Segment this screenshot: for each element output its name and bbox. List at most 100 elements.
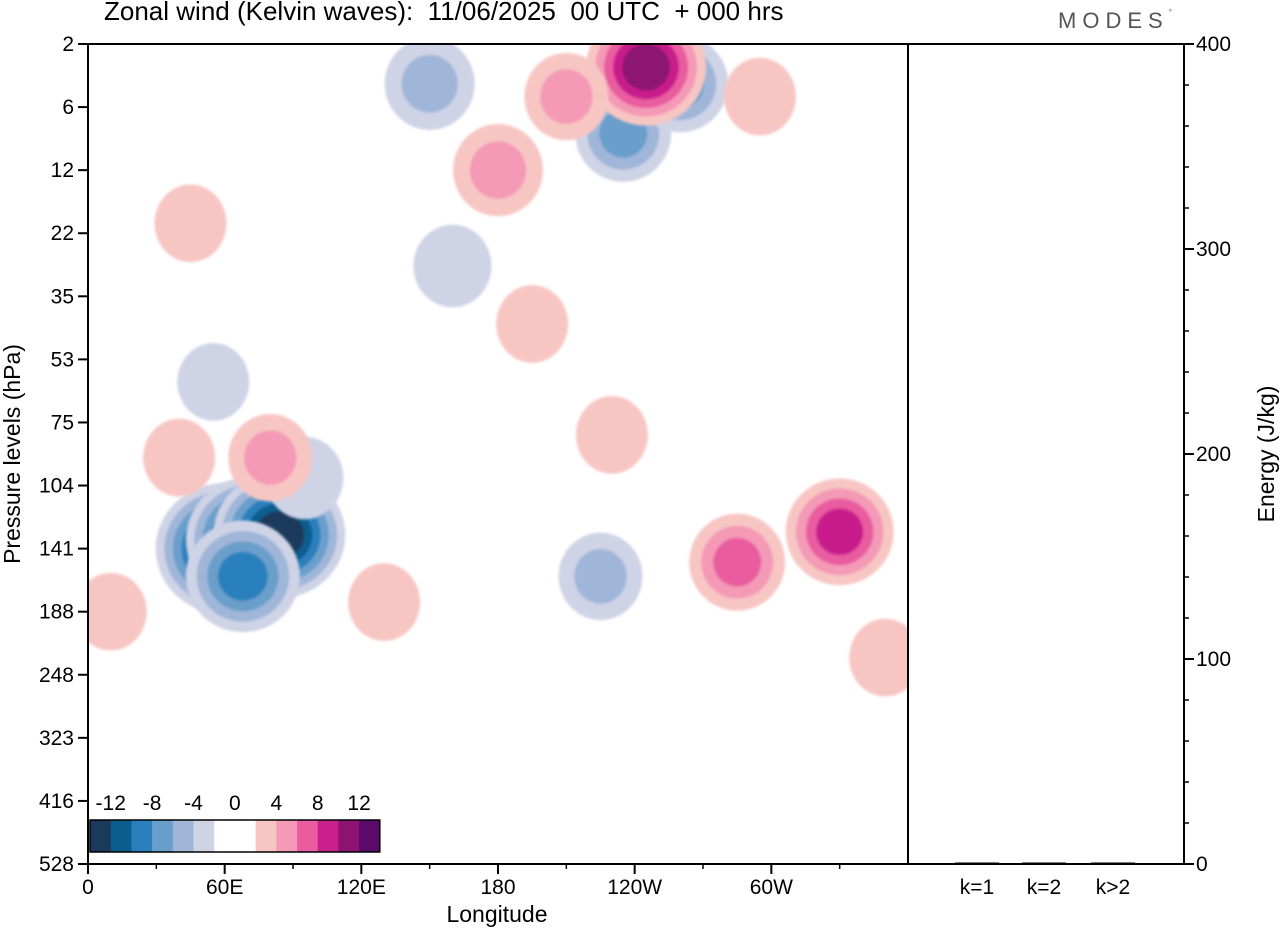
colorbar-swatch — [234, 820, 257, 852]
energy-category-label: k>2 — [1096, 876, 1130, 899]
contour-level — [713, 537, 762, 587]
colorbar-swatch — [276, 820, 298, 852]
energy-bars: k=1 k=2 k>2 — [955, 862, 1135, 899]
colorbar-label: 12 — [347, 792, 370, 815]
colorbar-swatch — [297, 820, 319, 852]
negative-anomaly — [413, 224, 492, 308]
x-tick-label: 60E — [206, 876, 243, 899]
colorbar-label: 0 — [229, 792, 241, 815]
contour-level — [154, 184, 227, 263]
colorbar-swatch — [172, 820, 194, 852]
y-tick-label: 528 — [39, 853, 74, 876]
contour-level — [413, 224, 492, 308]
positive-anomaly — [228, 413, 313, 502]
y-tick-label: 53 — [51, 348, 74, 371]
colorbar-swatch — [193, 820, 215, 852]
contour-level — [816, 508, 864, 556]
energy-tick-label: 400 — [1196, 33, 1231, 56]
positive-anomaly — [575, 396, 648, 474]
positive-anomaly — [689, 513, 786, 611]
colorbar-frame — [89, 819, 381, 853]
y-tick-label: 248 — [39, 664, 74, 687]
contour-level — [88, 572, 147, 651]
energy-frame — [907, 43, 1185, 865]
positive-anomaly — [524, 52, 609, 141]
hovmoller-field — [88, 44, 908, 697]
energy-bar — [1091, 862, 1135, 864]
y-tick-label: 75 — [51, 411, 74, 434]
negative-anomaly — [384, 44, 475, 130]
energy-tick-label: 0 — [1196, 853, 1208, 876]
colorbar-label: 4 — [270, 792, 282, 815]
colorbar-swatch — [131, 820, 153, 852]
y-axis-title: Pressure levels (hPa) — [0, 344, 25, 564]
x-tick-label: 120W — [607, 876, 662, 899]
colorbar-swatch — [152, 820, 174, 852]
contour-level — [217, 551, 268, 601]
positive-anomaly — [143, 418, 216, 497]
negative-anomaly — [558, 532, 643, 621]
contour-level — [849, 618, 908, 697]
contour-level — [496, 285, 569, 363]
y-tick-label: 416 — [39, 790, 74, 813]
x-tick-label: 60W — [750, 876, 793, 899]
contour-level — [401, 54, 458, 113]
colorbar-swatch — [338, 820, 360, 852]
y-tick-label: 323 — [39, 727, 74, 750]
colorbar-swatch — [255, 820, 277, 852]
x-axis: 0 60E 120E 180 120W 60W — [82, 864, 841, 899]
energy-bar — [955, 862, 999, 864]
energy-tick-label: 300 — [1196, 238, 1231, 261]
y-tick-label: 35 — [51, 285, 74, 308]
y-tick-label: 22 — [51, 222, 74, 245]
contour-level — [574, 549, 627, 604]
contour-level — [622, 44, 671, 91]
contour-level — [723, 57, 796, 136]
y-tick-label: 141 — [39, 538, 74, 561]
contour-level — [348, 563, 421, 642]
positive-anomaly — [849, 618, 908, 697]
page-title: Zonal wind (Kelvin waves): 11/06/2025 00… — [104, 0, 784, 26]
energy-tick-label: 100 — [1196, 648, 1231, 671]
energy-axis: 0 100 200 300 400 — [1184, 33, 1231, 876]
energy-axis-title: Energy (J/kg) — [1253, 386, 1279, 523]
contour-level — [469, 141, 527, 199]
y-axis: 2 6 12 22 35 53 75 104 141 188 248 323 416 528 — [39, 33, 88, 876]
brand-name: MODES — [1058, 8, 1169, 33]
positive-anomaly — [785, 478, 894, 586]
y-tick-label: 12 — [51, 159, 74, 182]
colorbar: -12 -8 -4 0 4 8 12 — [89, 792, 381, 853]
x-tick-label: 180 — [480, 876, 515, 899]
x-axis-title: Longitude — [446, 901, 547, 927]
y-tick-label: 6 — [62, 96, 74, 119]
y-tick-label: 104 — [39, 475, 74, 498]
positive-anomalies — [88, 44, 908, 697]
colorbar-label: -8 — [143, 792, 162, 815]
contour-level — [243, 430, 297, 485]
contour-level — [575, 396, 648, 474]
x-tick-label: 120E — [337, 876, 386, 899]
y-tick-label: 2 — [62, 33, 74, 56]
contour-level — [177, 343, 250, 421]
contour-level — [540, 69, 593, 124]
colorbar-swatch — [317, 820, 339, 852]
colorbar-swatch — [359, 820, 381, 852]
energy-bar — [1022, 862, 1066, 864]
positive-anomaly — [586, 44, 707, 126]
colorbar-label: -4 — [184, 792, 203, 815]
contour-level — [143, 418, 216, 497]
colorbar-swatch — [90, 820, 112, 852]
colorbar-label: -12 — [96, 792, 126, 815]
energy-category-label: k=1 — [960, 876, 994, 899]
negative-anomaly — [185, 520, 300, 633]
negative-anomaly — [177, 343, 250, 421]
colorbar-swatch — [110, 820, 132, 852]
colorbar-swatch — [214, 820, 236, 852]
positive-anomaly — [453, 124, 543, 217]
energy-category-label: k=2 — [1027, 876, 1061, 899]
brand-logo: MODES° — [1058, 8, 1172, 33]
positive-anomaly — [348, 563, 421, 642]
y-tick-label: 188 — [39, 601, 74, 624]
energy-tick-label: 200 — [1196, 443, 1231, 466]
